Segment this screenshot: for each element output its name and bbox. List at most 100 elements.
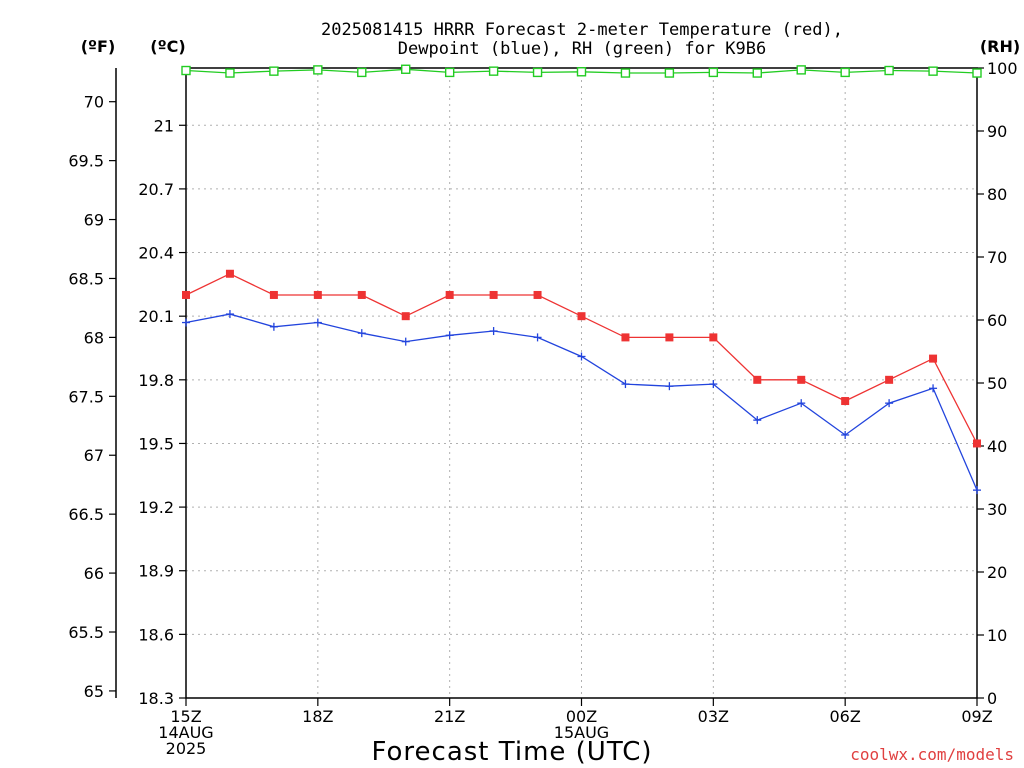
temperature-point [225, 269, 234, 278]
dewpoint-point [269, 322, 278, 331]
fahrenheit-tick-label: 66.5 [68, 505, 104, 524]
x-tick-label: 18Z [302, 707, 333, 726]
rh-point [972, 68, 982, 78]
dewpoint-point [885, 399, 894, 408]
chart-title-line-1: 2025081415 HRRR Forecast 2-meter Tempera… [321, 20, 843, 40]
temperature-point [885, 375, 894, 384]
celsius-unit-label: (ºC) [150, 37, 185, 56]
dewpoint-point [182, 318, 190, 327]
rh-point [357, 67, 367, 78]
rh-point [532, 67, 543, 78]
rh-point [269, 66, 279, 76]
rh-tick-label: 50 [987, 374, 1007, 393]
x-tick-label: 21Z [434, 707, 465, 726]
celsius-tick-label: 19.8 [138, 371, 174, 390]
rh-unit-label: (RH) [980, 37, 1020, 56]
rh-point [796, 65, 806, 75]
temperature-point [973, 439, 981, 448]
dewpoint-point [313, 318, 322, 327]
celsius-tick-label: 20.1 [138, 307, 174, 326]
rh-point [664, 68, 675, 78]
dewpoint-point [665, 382, 674, 391]
celsius-tick-label: 19.5 [138, 434, 174, 453]
fahrenheit-tick-label: 70 [84, 93, 104, 112]
x-tick-label: 15Z [170, 707, 201, 726]
temperature-point [841, 397, 850, 406]
temperature-point [621, 333, 630, 342]
rh-point [752, 68, 762, 78]
temperature-point [709, 333, 718, 342]
rh-point [401, 64, 411, 74]
rh-tick-label: 30 [987, 500, 1007, 519]
celsius-tick-label: 21 [154, 116, 174, 135]
celsius-tick-label: 18.3 [138, 689, 174, 708]
rh-point [840, 67, 850, 78]
celsius-tick-label: 20.4 [138, 244, 174, 263]
x-tick-label: 2025 [166, 739, 207, 758]
dewpoint-point [489, 327, 498, 336]
x-tick-label: 06Z [830, 707, 861, 726]
dewpoint-point [445, 331, 454, 340]
rh-tick-label: 20 [987, 563, 1007, 582]
dewpoint-point [577, 352, 586, 361]
rh-tick-label: 100 [987, 59, 1018, 78]
rh-tick-label: 70 [987, 248, 1007, 267]
rh-point [181, 65, 191, 76]
fahrenheit-tick-label: 65 [84, 682, 104, 701]
temperature-point [357, 290, 366, 299]
x-tick-label: 09Z [961, 707, 992, 726]
rh-point [708, 67, 719, 78]
temperature-point [445, 290, 454, 299]
celsius-tick-label: 19.2 [138, 498, 174, 517]
rh-tick-label: 0 [987, 689, 997, 708]
rh-point [313, 65, 323, 75]
fahrenheit-tick-label: 68 [84, 328, 104, 347]
fahrenheit-tick-label: 67.5 [68, 387, 104, 406]
rh-tick-label: 80 [987, 185, 1007, 204]
dewpoint-point [929, 384, 938, 393]
rh-point [620, 68, 631, 78]
dewpoint-point [841, 430, 850, 439]
dewpoint-point [709, 380, 718, 389]
fahrenheit-unit-label: (ºF) [81, 37, 116, 56]
rh-point [444, 67, 455, 78]
temperature-point [182, 290, 190, 299]
rh-point [225, 68, 235, 78]
temperature-point [577, 312, 586, 321]
temperature-point [489, 290, 498, 299]
fahrenheit-tick-label: 66 [84, 564, 104, 583]
credit-text: coolwx.com/models [850, 745, 1014, 764]
axes: 18.3 18.6 18.9 19.2 19.5 19.8 20.1 20.4 20.7 21 65… [68, 59, 1017, 758]
temperature-point [533, 290, 542, 299]
rh-point [488, 66, 499, 76]
fahrenheit-tick-label: 67 [84, 446, 104, 465]
dewpoint-point [753, 416, 762, 425]
rh-tick-label: 40 [987, 437, 1007, 456]
dewpoint-point [225, 310, 234, 319]
celsius-tick-label: 20.7 [138, 180, 174, 199]
temperature-point [797, 375, 806, 384]
dewpoint-point [621, 380, 630, 389]
rh-tick-label: 60 [987, 311, 1007, 330]
gridlines [186, 68, 977, 698]
temperature-point [313, 290, 322, 299]
series-plot [181, 64, 982, 495]
rh-tick-label: 10 [987, 626, 1007, 645]
dewpoint-point [401, 337, 410, 346]
temperature-point [753, 375, 762, 384]
rh-point [576, 67, 587, 77]
rh-point [884, 65, 894, 76]
temperature-point [929, 354, 938, 363]
dewpoint-point [797, 399, 806, 408]
fahrenheit-tick-label: 68.5 [68, 269, 104, 288]
dewpoint-line [185, 313, 978, 491]
rh-tick-label: 90 [987, 122, 1007, 141]
x-tick-label: 00Z [566, 707, 597, 726]
fahrenheit-tick-label: 69.5 [68, 152, 104, 171]
chart-title-line-2: Dewpoint (blue), RH (green) for K9B6 [398, 39, 766, 59]
temperature-point [665, 333, 674, 342]
dewpoint-point [973, 486, 981, 495]
celsius-tick-label: 18.6 [138, 625, 174, 644]
fahrenheit-tick-label: 65.5 [68, 623, 104, 642]
celsius-tick-label: 18.9 [138, 562, 174, 581]
